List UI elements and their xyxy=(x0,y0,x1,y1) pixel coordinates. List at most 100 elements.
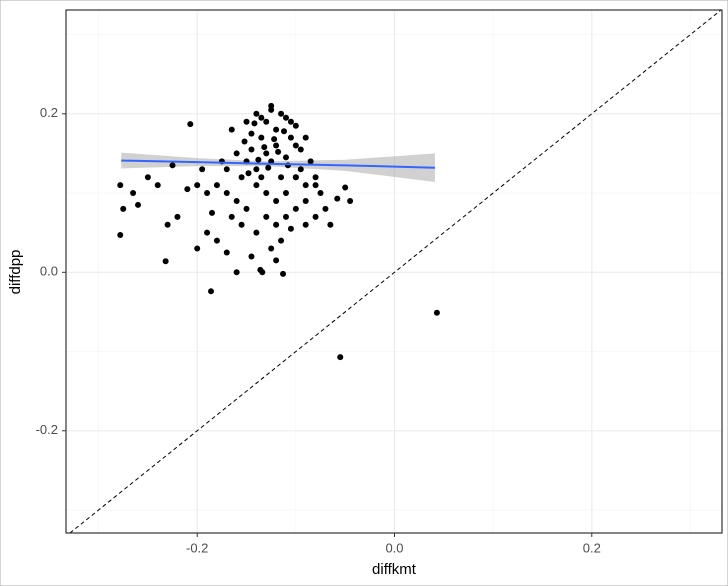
point xyxy=(248,253,255,260)
y-tick-label: -0.2 xyxy=(36,422,58,437)
point xyxy=(154,182,161,189)
point xyxy=(174,213,181,220)
point xyxy=(282,213,289,220)
point xyxy=(327,221,334,228)
point xyxy=(204,229,211,236)
point xyxy=(282,154,289,161)
point xyxy=(238,174,245,181)
point xyxy=(302,134,309,141)
point xyxy=(282,190,289,197)
point xyxy=(144,174,151,181)
point xyxy=(263,213,270,220)
point xyxy=(238,221,245,228)
point xyxy=(243,205,250,212)
point xyxy=(263,190,270,197)
point xyxy=(268,106,275,113)
point xyxy=(265,164,272,171)
point xyxy=(280,270,287,277)
point xyxy=(433,309,440,316)
point xyxy=(307,158,314,165)
point xyxy=(312,174,319,181)
x-tick-label: -0.2 xyxy=(186,540,208,555)
point xyxy=(302,197,309,204)
y-tick-label: 0.0 xyxy=(40,264,58,279)
point xyxy=(337,354,344,361)
x-tick-label: 0.0 xyxy=(385,540,403,555)
point xyxy=(135,201,142,208)
point xyxy=(184,186,191,193)
confidence-band xyxy=(121,152,435,182)
point xyxy=(297,166,304,173)
point xyxy=(194,182,201,189)
point xyxy=(297,146,304,153)
point xyxy=(292,205,299,212)
point xyxy=(204,190,211,197)
point xyxy=(258,134,265,141)
point xyxy=(248,130,255,137)
point xyxy=(322,205,329,212)
point xyxy=(273,257,280,264)
point xyxy=(208,209,215,216)
point xyxy=(347,197,354,204)
point xyxy=(278,174,285,181)
point xyxy=(223,166,230,173)
point xyxy=(199,166,206,173)
point xyxy=(302,221,309,228)
point xyxy=(259,269,266,276)
point xyxy=(243,118,250,125)
point xyxy=(251,120,258,127)
point xyxy=(233,197,240,204)
point xyxy=(334,195,341,202)
point xyxy=(258,174,265,181)
point xyxy=(117,232,124,239)
point xyxy=(342,184,349,191)
point xyxy=(162,258,169,265)
point xyxy=(248,146,255,153)
point xyxy=(271,136,278,143)
point xyxy=(268,245,275,252)
point xyxy=(213,182,220,189)
point xyxy=(273,221,280,228)
point xyxy=(253,229,260,236)
x-axis-title: diffkmt xyxy=(372,561,417,578)
point xyxy=(253,110,260,117)
point xyxy=(187,121,194,128)
identity-line xyxy=(69,9,722,534)
point xyxy=(312,213,319,220)
regression-line xyxy=(121,159,435,169)
point xyxy=(130,190,137,197)
point xyxy=(281,128,288,135)
point xyxy=(120,205,127,212)
x-tick-label: 0.2 xyxy=(583,540,601,555)
point xyxy=(117,182,124,189)
point xyxy=(263,118,270,125)
point xyxy=(278,237,285,244)
point xyxy=(164,221,171,228)
point xyxy=(275,148,282,155)
point xyxy=(241,138,248,145)
point xyxy=(282,114,289,121)
point xyxy=(292,174,299,181)
point xyxy=(253,182,260,189)
point xyxy=(253,166,260,173)
point xyxy=(233,150,240,157)
point xyxy=(287,225,294,232)
y-axis-title: diffdpp xyxy=(7,250,24,295)
point xyxy=(273,126,280,133)
point xyxy=(208,288,215,295)
panel-border xyxy=(65,9,723,534)
point xyxy=(223,249,230,256)
point xyxy=(302,182,309,189)
point xyxy=(263,150,270,157)
point xyxy=(223,190,230,197)
point xyxy=(228,213,235,220)
point xyxy=(273,142,280,149)
point xyxy=(228,126,235,133)
point xyxy=(287,118,294,125)
point xyxy=(292,142,299,149)
point xyxy=(213,237,220,244)
point xyxy=(312,182,319,189)
point xyxy=(287,134,294,141)
point xyxy=(255,156,262,163)
